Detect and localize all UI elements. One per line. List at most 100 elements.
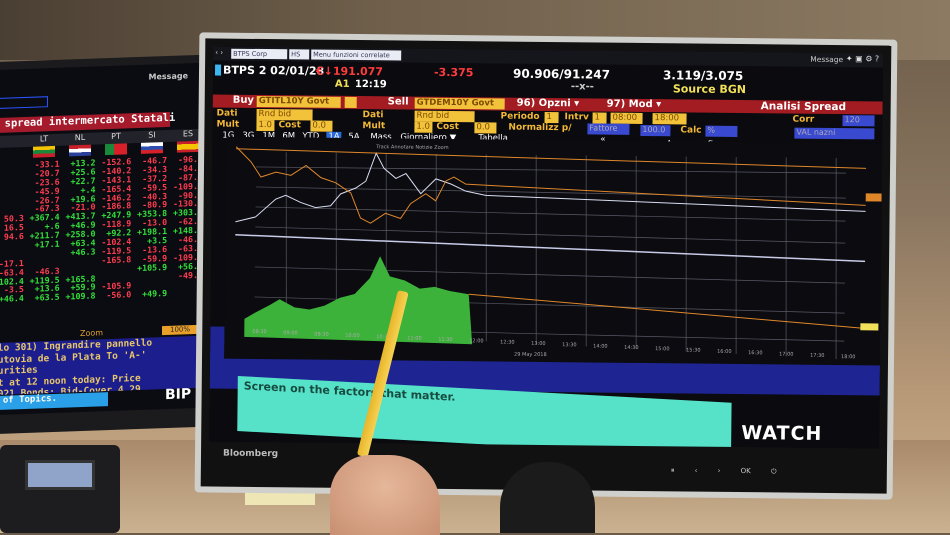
related-functions-select[interactable]: Menu funzioni correlate: [311, 49, 402, 61]
x-tick-label: 13:30: [562, 342, 576, 348]
message-link[interactable]: Message: [810, 54, 844, 65]
mod-menu[interactable]: 97) Mod ▾: [606, 98, 662, 111]
panel-divider: [235, 233, 866, 263]
fattore-select[interactable]: Fattore: [587, 123, 630, 135]
source: Source BGN: [672, 82, 747, 97]
x-tick-label: 14:30: [624, 345, 638, 351]
portugal-flag-icon: [105, 143, 127, 156]
monitor-bezel: ‹ › BTPS Corp HS Menu funzioni correlate…: [200, 38, 892, 494]
right-monitor: ‹ › BTPS Corp HS Menu funzioni correlate…: [194, 32, 898, 500]
intrv-label: Intrv: [564, 112, 589, 123]
sell-dati-label: Dati: [362, 110, 384, 121]
command-input[interactable]: [0, 96, 48, 110]
calc-label: Calc: [680, 125, 702, 136]
sell-dati-field[interactable]: Rnd bid: [414, 110, 475, 123]
btps-yield-line: [235, 151, 866, 223]
chart-grid: [254, 152, 846, 360]
message-link[interactable]: Message: [148, 71, 188, 82]
topics-banner: n of Topics.: [0, 392, 108, 411]
options-menu[interactable]: 96) Opzni ▾: [516, 97, 580, 110]
bloomberg-screen: ‹ › BTPS Corp HS Menu funzioni correlate…: [209, 46, 884, 449]
hs-select[interactable]: HS: [289, 49, 310, 60]
x-tick-label: 17:00: [779, 351, 793, 357]
bloomberg-logo: Bloomberg: [222, 448, 279, 460]
x-tick-label: 09:00: [283, 330, 297, 336]
hand: [330, 455, 440, 535]
x-tick-label: 08:30: [252, 329, 266, 335]
reference-line: [236, 148, 867, 169]
buy-dati-field[interactable]: Rnd bid: [256, 108, 313, 121]
yields: 3.119/3.075: [662, 68, 744, 84]
left-screen: Message e spread intermercato Statali LT…: [0, 62, 218, 416]
buy-mult-field[interactable]: 1.0: [256, 119, 275, 132]
column-header: LT: [39, 134, 49, 144]
buy-cost-field[interactable]: 0.0: [310, 120, 333, 132]
chart-tools[interactable]: Track Annotare Notizie Zoom: [375, 144, 449, 151]
time-from-field[interactable]: 08:00: [610, 112, 643, 125]
bund-last-value-badge: [865, 193, 882, 202]
sell-label: Sell: [387, 96, 409, 108]
periodo-field[interactable]: 1: [544, 111, 559, 124]
x-tick-label: 13:00: [531, 341, 545, 347]
cursor-icon: [214, 64, 222, 76]
slovenia-flag-icon: [141, 142, 163, 154]
x-tick-label: 15:00: [655, 346, 669, 352]
x-tick-label: 16:00: [717, 349, 731, 355]
dati-label: Dati: [216, 108, 238, 119]
zoom-label: Zoom: [80, 328, 104, 339]
x-tick-label: 16:30: [748, 350, 762, 356]
buy-field[interactable]: GTITL10Y Govt: [256, 95, 341, 108]
x-tick-label: 12:00: [469, 338, 483, 344]
table-cell: -56.0: [106, 289, 132, 301]
security-select[interactable]: BTPS Corp: [231, 48, 288, 60]
cost-label: Cost: [278, 120, 301, 131]
spread-chart: Track Annotare Notizie Zoom 08:30 09:00 09…: [224, 136, 883, 366]
sell-cost-label: Cost: [436, 121, 459, 133]
price-change: -3.375: [433, 65, 474, 80]
intrv-field[interactable]: 1: [592, 112, 607, 124]
x-tick-label: 10:30: [376, 334, 390, 340]
spain-flag-icon: [177, 140, 199, 153]
time: 12:19: [354, 78, 387, 91]
bip-logo: BIP: [165, 386, 192, 404]
spread-area: [244, 256, 473, 345]
lithuania-flag-icon: [33, 145, 55, 158]
column-header: SI: [148, 130, 156, 140]
black-mug: [500, 462, 595, 533]
bund-yield-line: [235, 146, 866, 224]
x-tick-label: 11:30: [438, 337, 452, 343]
buy-dropdown[interactable]: [344, 96, 357, 109]
column-header: PT: [111, 131, 121, 141]
periodo-label: Periodo: [500, 111, 540, 122]
column-header: NL: [74, 132, 86, 143]
monitor-controls[interactable]: ⏸ ‹ › OK ⏻: [670, 466, 777, 476]
analysis-title: Analisi Spread: [760, 100, 847, 114]
spread-table: -33.1 +13.2 -152.6 -46.7 -96.6 -20.7 +25.6 -140…: [0, 154, 205, 305]
zoom-value[interactable]: 100%: [162, 324, 198, 336]
dashes: --x--: [570, 81, 594, 93]
table-cell: +49.9: [142, 288, 168, 300]
x-tick-label: 17:30: [810, 353, 824, 359]
back-forward-icon[interactable]: ‹ ›: [215, 48, 224, 57]
corr-field[interactable]: 120: [842, 115, 875, 127]
x-axis-date: 29 May 2018: [514, 352, 547, 358]
netherlands-flag-icon: [69, 144, 91, 157]
x-axis-ticks: 08:30 09:00 09:30 10:00 10:30 11:00 11:30 12:00…: [252, 329, 855, 360]
x-tick-label: 10:00: [345, 333, 359, 339]
corr-checkbox[interactable]: Corr: [792, 114, 815, 125]
x-tick-label: 18:00: [841, 354, 855, 360]
price: €↓191.077: [315, 64, 384, 79]
sell-mult-label: Mult: [362, 121, 386, 132]
ticker: BTPS 2 02/01/28: [222, 63, 325, 78]
x-tick-label: 11:00: [407, 336, 421, 342]
table-cell: +109.8: [65, 290, 96, 302]
x-tick-label: 09:30: [314, 332, 328, 338]
sell-field[interactable]: GTDEM10Y Govt: [414, 97, 505, 110]
time-to-field[interactable]: 18:00: [652, 113, 687, 125]
toolbar-icons[interactable]: ✦ ▣ ⚙ ?: [845, 54, 880, 64]
watch-logo[interactable]: WATCH: [741, 422, 823, 445]
buy-label: Buy: [232, 94, 255, 106]
normalize-checkbox[interactable]: Normalizz p/: [508, 122, 572, 134]
sell-cost-field[interactable]: 0.0: [474, 122, 497, 134]
sell-mult-field[interactable]: 1.0: [414, 121, 433, 133]
